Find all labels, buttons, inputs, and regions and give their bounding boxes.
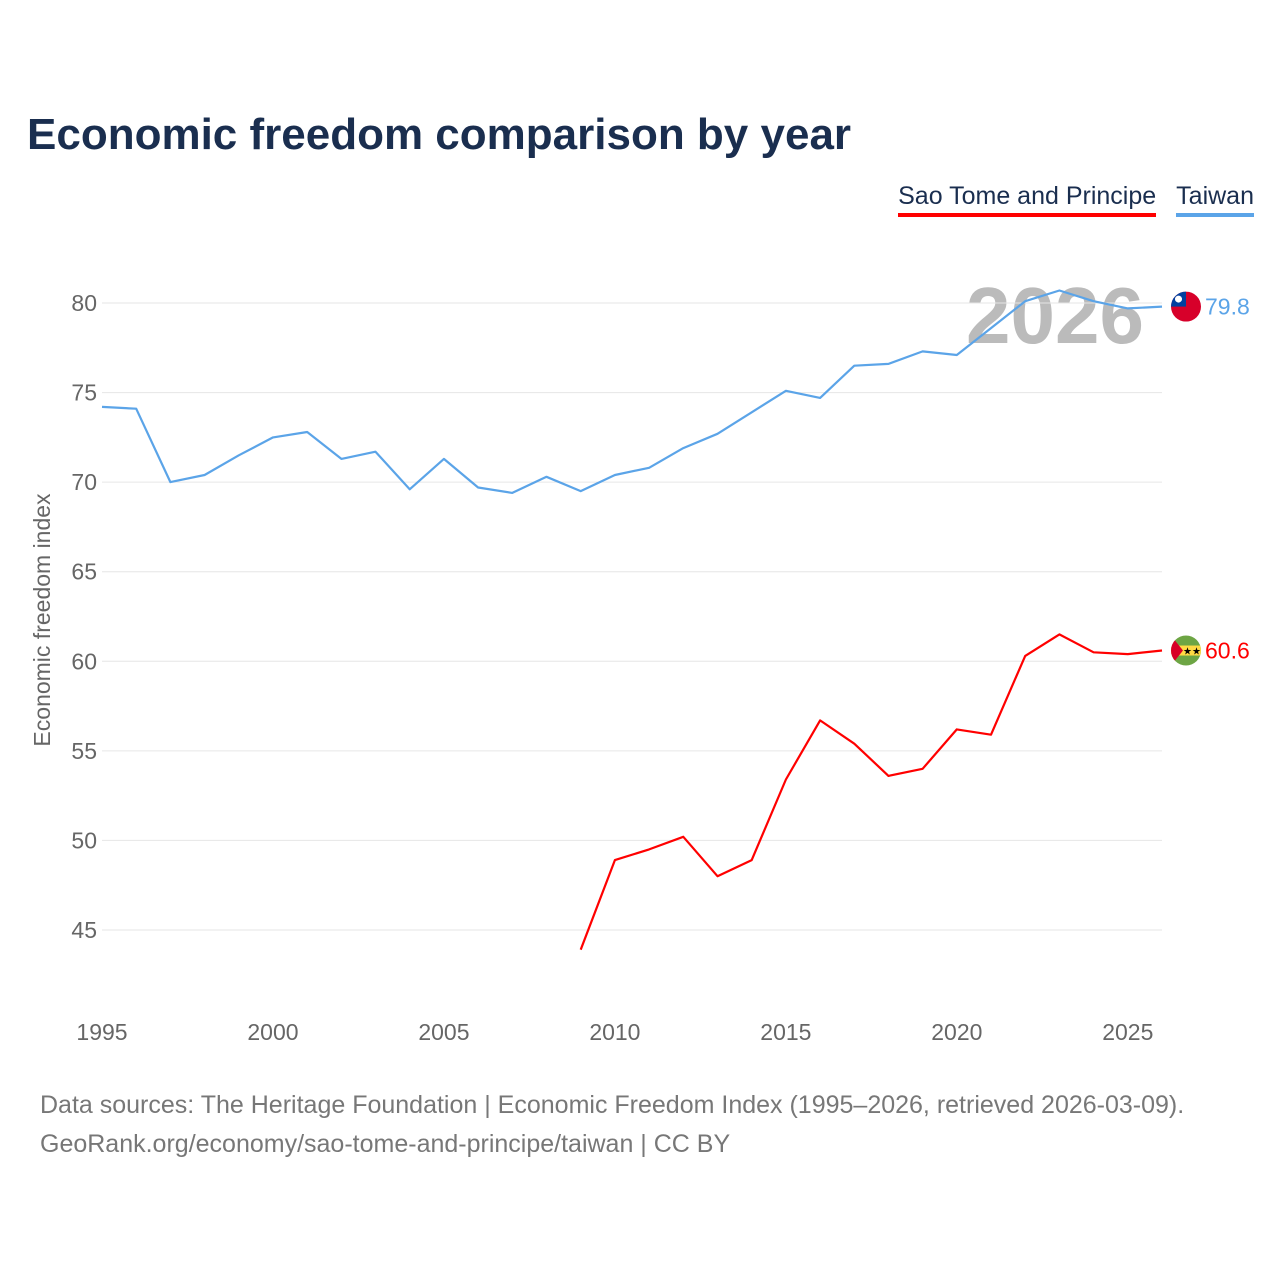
x-tick-label: 2015: [760, 1019, 811, 1045]
watermark-year: 2026: [966, 271, 1144, 360]
y-tick-label: 65: [71, 559, 97, 585]
y-tick-label: 45: [71, 917, 97, 943]
end-value-label: 60.6: [1205, 638, 1250, 664]
x-tick-label: 2000: [247, 1019, 298, 1045]
y-tick-label: 80: [71, 290, 97, 316]
y-tick-label: 50: [71, 827, 97, 853]
y-tick-label: 60: [71, 648, 97, 674]
y-tick-label: 70: [71, 469, 97, 495]
sao-tome-flag-icon: ★★: [1171, 635, 1201, 666]
x-tick-label: 2025: [1102, 1019, 1153, 1045]
chart-title: Economic freedom comparison by year: [27, 110, 852, 159]
series-line-sao-tome: [579, 633, 1163, 951]
legend: Sao Tome and Principe Taiwan: [898, 182, 1254, 217]
y-axis-label: Economic freedom index: [29, 493, 55, 747]
svg-text:★★: ★★: [1183, 647, 1201, 658]
x-tick-label: 1995: [76, 1019, 127, 1045]
series-line-taiwan: [101, 289, 1163, 494]
footer: Data sources: The Heritage Foundation | …: [40, 1086, 1184, 1164]
legend-item-taiwan[interactable]: Taiwan: [1176, 182, 1254, 217]
legend-item-sao-tome[interactable]: Sao Tome and Principe: [898, 182, 1157, 217]
x-tick-label: 2010: [589, 1019, 640, 1045]
footer-sources: Data sources: The Heritage Foundation | …: [40, 1091, 1185, 1119]
x-tick-label: 2005: [418, 1019, 469, 1045]
y-tick-label: 75: [71, 380, 97, 406]
footer-link[interactable]: GeoRank.org/economy/sao-tome-and-princip…: [40, 1130, 731, 1158]
x-tick-label: 2020: [931, 1019, 982, 1045]
end-value-label: 79.8: [1205, 294, 1250, 320]
taiwan-flag-icon: [1171, 291, 1201, 322]
y-tick-label: 55: [71, 738, 97, 764]
